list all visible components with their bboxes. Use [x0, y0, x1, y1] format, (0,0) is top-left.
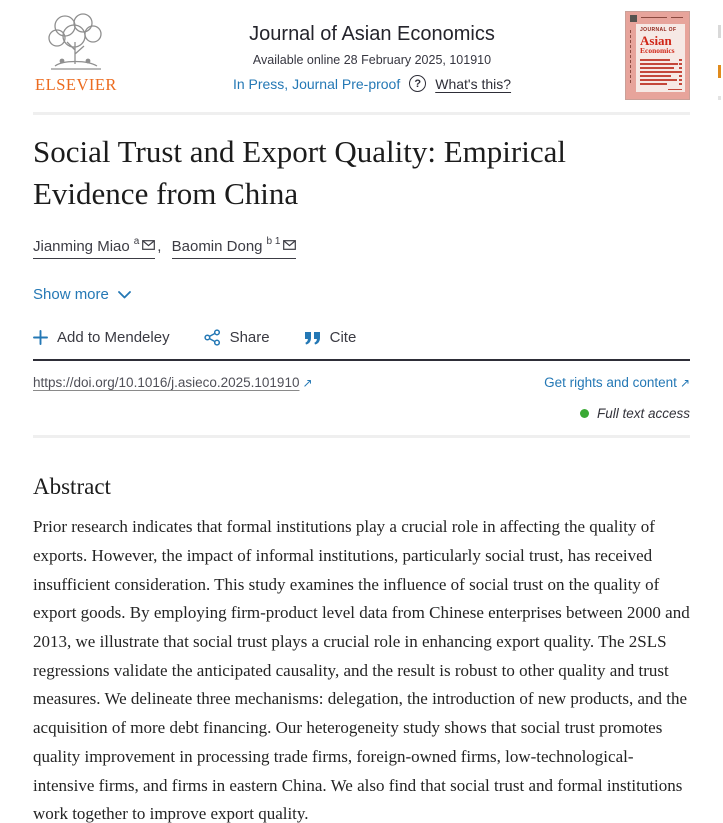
- quote-icon: [304, 331, 320, 345]
- author-list: Jianming Miao a , Baomin Dong b 1: [33, 236, 690, 260]
- author-affiliation-sup: b 1: [266, 236, 281, 248]
- clipped-ui-fragment: [718, 25, 721, 38]
- cover-panel: JOURNAL OF Asian Economics: [636, 24, 685, 92]
- abstract-text: Prior research indicates that formal ins…: [33, 517, 690, 823]
- cover-article-list: [640, 59, 682, 85]
- doi-row: https://doi.org/10.1016/j.asieco.2025.10…: [33, 361, 690, 390]
- journal-info: Journal of Asian Economics Available onl…: [119, 10, 625, 92]
- share-icon: [203, 329, 220, 346]
- doi-link[interactable]: https://doi.org/10.1016/j.asieco.2025.10…: [33, 375, 300, 391]
- get-rights-link[interactable]: Get rights and content: [544, 375, 677, 391]
- show-more-button[interactable]: Show more: [33, 286, 131, 303]
- journal-cover-thumbnail[interactable]: JOURNAL OF Asian Economics: [625, 11, 690, 100]
- article-title: Social Trust and Export Quality: Empiric…: [33, 134, 566, 211]
- elsevier-wordmark: ELSEVIER: [35, 75, 117, 94]
- author-separator: ,: [157, 238, 162, 256]
- show-more-label: Show more: [33, 286, 109, 304]
- whats-this-link[interactable]: What's this?: [435, 75, 512, 92]
- cover-barcode: [630, 15, 637, 22]
- cite-button[interactable]: Cite: [304, 329, 357, 347]
- elsevier-logo[interactable]: ELSEVIER: [33, 10, 119, 95]
- elsevier-tree-icon: [48, 13, 102, 70]
- share-label: Share: [229, 329, 270, 347]
- cover-decor: [668, 89, 682, 90]
- article-content: Social Trust and Export Quality: Empiric…: [0, 131, 723, 823]
- author-name: Baomin Dong: [171, 238, 263, 256]
- chevron-down-icon: [117, 290, 131, 298]
- cover-decor: [630, 30, 631, 85]
- access-dot-icon: [579, 409, 589, 419]
- add-to-mendeley-button[interactable]: Add to Mendeley: [33, 329, 170, 346]
- envelope-icon: [283, 240, 297, 250]
- share-button[interactable]: Share: [203, 329, 270, 347]
- author-link[interactable]: Jianming Miao a: [33, 236, 156, 260]
- cover-title-main: Asian: [640, 33, 672, 48]
- author-name: Jianming Miao: [33, 238, 130, 256]
- header-divider: [33, 112, 690, 115]
- external-link-icon: ↗: [679, 376, 690, 391]
- cite-label: Cite: [329, 329, 357, 347]
- access-row: Full text access: [33, 406, 690, 439]
- author-link[interactable]: Baomin Dong b 1: [171, 236, 297, 260]
- availability-text: Available online 28 February 2025, 10191…: [252, 53, 492, 67]
- clipped-ui-fragment: [718, 96, 721, 100]
- cover-title-sub: Economics: [640, 46, 675, 55]
- in-press-link[interactable]: In Press, Journal Pre-proof: [232, 75, 401, 92]
- journal-header: ELSEVIER Journal of Asian Economics Avai…: [0, 0, 723, 112]
- status-row: In Press, Journal Pre-proof ? What's thi…: [119, 75, 625, 92]
- cover-decor: [641, 17, 667, 18]
- cover-title-kicker: JOURNAL OF: [640, 27, 677, 33]
- abstract-heading: Abstract: [33, 474, 111, 500]
- external-link-icon: ↗: [302, 376, 313, 391]
- journal-title-link[interactable]: Journal of Asian Economics: [249, 23, 495, 45]
- author-affiliation-sup: a: [133, 236, 140, 248]
- cover-decor: [671, 17, 683, 18]
- plus-icon: [33, 330, 48, 346]
- envelope-icon: [142, 240, 156, 250]
- access-label: Full text access: [596, 406, 690, 422]
- clipped-ui-fragment: [718, 65, 721, 78]
- question-mark-icon[interactable]: ?: [409, 75, 427, 92]
- add-to-mendeley-label: Add to Mendeley: [57, 329, 170, 347]
- action-toolbar: Add to Mendeley Share Ci: [33, 329, 690, 362]
